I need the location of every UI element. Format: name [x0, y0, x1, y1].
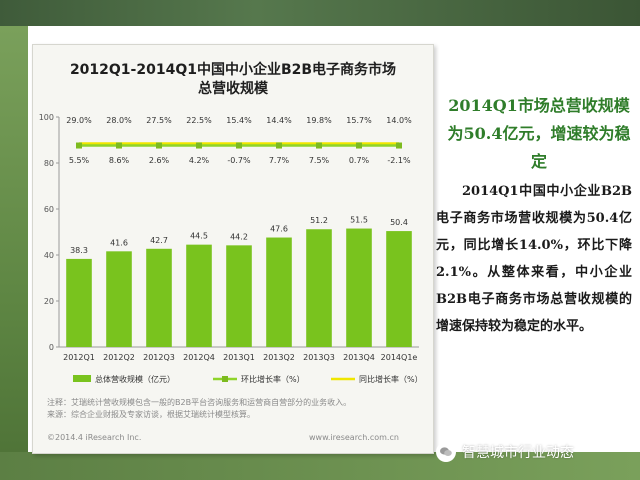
mom-label-3: 4.2% [189, 156, 210, 165]
bar-2012Q1 [66, 258, 92, 347]
yoy-label-7: 15.7% [346, 116, 372, 125]
legend-swatch-bars [73, 375, 91, 382]
mom-label-2: 2.6% [149, 156, 170, 165]
mom-label-5: 7.7% [269, 156, 290, 165]
y-tick-label-4: 80 [44, 159, 54, 168]
watermark-text: 智慧城市行业动态 [462, 445, 574, 461]
bar-value-label-0: 38.3 [70, 246, 88, 255]
mom-label-0: 5.5% [69, 156, 90, 165]
left-decoration-strip [0, 26, 28, 480]
copyright-text: ©2014.4 iResearch Inc. [47, 433, 142, 442]
yoy-label-4: 15.4% [226, 116, 252, 125]
mom-label-6: 7.5% [309, 156, 330, 165]
mom-point-7 [356, 142, 362, 149]
mom-point-3 [196, 142, 202, 149]
yoy-label-5: 14.4% [266, 116, 292, 125]
legend-marker-mom [222, 376, 228, 382]
legend-label-bars: 总体营收规模（亿元） [95, 374, 175, 384]
x-tick-label-4: 2013Q1 [223, 353, 255, 362]
bar-value-label-7: 51.5 [350, 216, 368, 225]
bar-2013Q2 [266, 237, 292, 347]
bar-value-label-4: 44.2 [230, 232, 248, 241]
x-tick-label-3: 2012Q4 [183, 353, 215, 362]
mom-point-1 [116, 142, 122, 149]
mom-point-0 [76, 142, 82, 149]
site-url: www.iresearch.com.cn [309, 433, 399, 442]
x-tick-label-1: 2012Q2 [103, 353, 135, 362]
yoy-label-0: 29.0% [66, 116, 92, 125]
bar-2012Q3 [146, 248, 172, 347]
mom-label-4: -0.7% [227, 156, 251, 165]
summary-body: 2014Q1中国中小企业B2B电子商务市场营收规模为50.4亿元，同比增长14.… [436, 184, 632, 334]
footnote-source: 来源：综合企业财报及专家访谈，根据艾瑞统计模型核算。 [47, 410, 255, 419]
bar-2014Q1e [386, 231, 412, 347]
yoy-label-2: 27.5% [146, 116, 172, 125]
wechat-icon [436, 442, 456, 462]
summary-heading: 2014Q1市场总营收规模为50.4亿元，增速较为稳定 [447, 96, 631, 171]
mom-point-8 [396, 142, 402, 149]
bar-2013Q1 [226, 245, 252, 347]
footnote-note: 注释：艾瑞统计营收规模包含一般的B2B平台咨询服务和运营商自营部分的业务收入。 [47, 398, 352, 407]
legend-label-yoy: 同比增长率（%） [359, 374, 423, 384]
legend-label-mom: 环比增长率（%） [241, 374, 305, 384]
y-tick-label-0: 0 [49, 343, 54, 352]
yoy-label-6: 19.8% [306, 116, 332, 125]
bar-2013Q3 [306, 229, 332, 347]
bar-2013Q4 [346, 228, 372, 347]
bar-2012Q4 [186, 244, 212, 347]
top-decoration-bar [0, 0, 640, 26]
bar-value-label-5: 47.6 [270, 225, 288, 234]
x-tick-label-0: 2012Q1 [63, 353, 95, 362]
bottom-decoration-bar [0, 452, 640, 480]
y-tick-label-5: 100 [39, 113, 54, 122]
yoy-label-3: 22.5% [186, 116, 212, 125]
bar-value-label-2: 42.7 [150, 236, 168, 245]
x-tick-label-2: 2012Q3 [143, 353, 175, 362]
mom-point-5 [276, 142, 282, 149]
bar-value-label-1: 41.6 [110, 238, 128, 247]
bar-value-label-6: 51.2 [310, 216, 328, 225]
mom-label-7: 0.7% [349, 156, 370, 165]
chart-title: 2012Q1-2014Q1中国中小企业B2B电子商务市场 总营收规模 [33, 61, 433, 99]
chart-title-line-2: 总营收规模 [198, 81, 268, 97]
x-tick-label-7: 2013Q4 [343, 353, 375, 362]
bar-2012Q2 [106, 251, 132, 347]
x-tick-label-8: 2014Q1e [381, 353, 418, 362]
chart-svg: 0 20 40 60 80 100 38.3 2012Q1 41.6 2012Q2 42.7 2012… [39, 113, 423, 384]
chart-title-line-1: 2012Q1-2014Q1中国中小企业B2B电子商务市场 [69, 62, 397, 78]
mom-label-1: 8.6% [109, 156, 130, 165]
mom-point-4 [236, 142, 242, 149]
yoy-label-1: 28.0% [106, 116, 132, 125]
y-tick-label-3: 60 [44, 205, 54, 214]
mom-point-2 [156, 142, 162, 149]
watermark: 智慧城市行业动态 [436, 440, 640, 464]
y-tick-label-2: 40 [44, 251, 54, 260]
x-tick-label-5: 2013Q2 [263, 353, 295, 362]
y-tick-label-1: 20 [44, 297, 54, 306]
yoy-label-8: 14.0% [386, 116, 412, 125]
x-tick-label-6: 2013Q3 [303, 353, 335, 362]
bar-value-label-3: 44.5 [190, 232, 208, 241]
chart-panel: 2012Q1-2014Q1中国中小企业B2B电子商务市场 总营收规模 0 20 40… [32, 44, 434, 454]
bar-value-label-8: 50.4 [390, 218, 408, 227]
mom-point-6 [316, 142, 322, 149]
mom-label-8: -2.1% [387, 156, 411, 165]
